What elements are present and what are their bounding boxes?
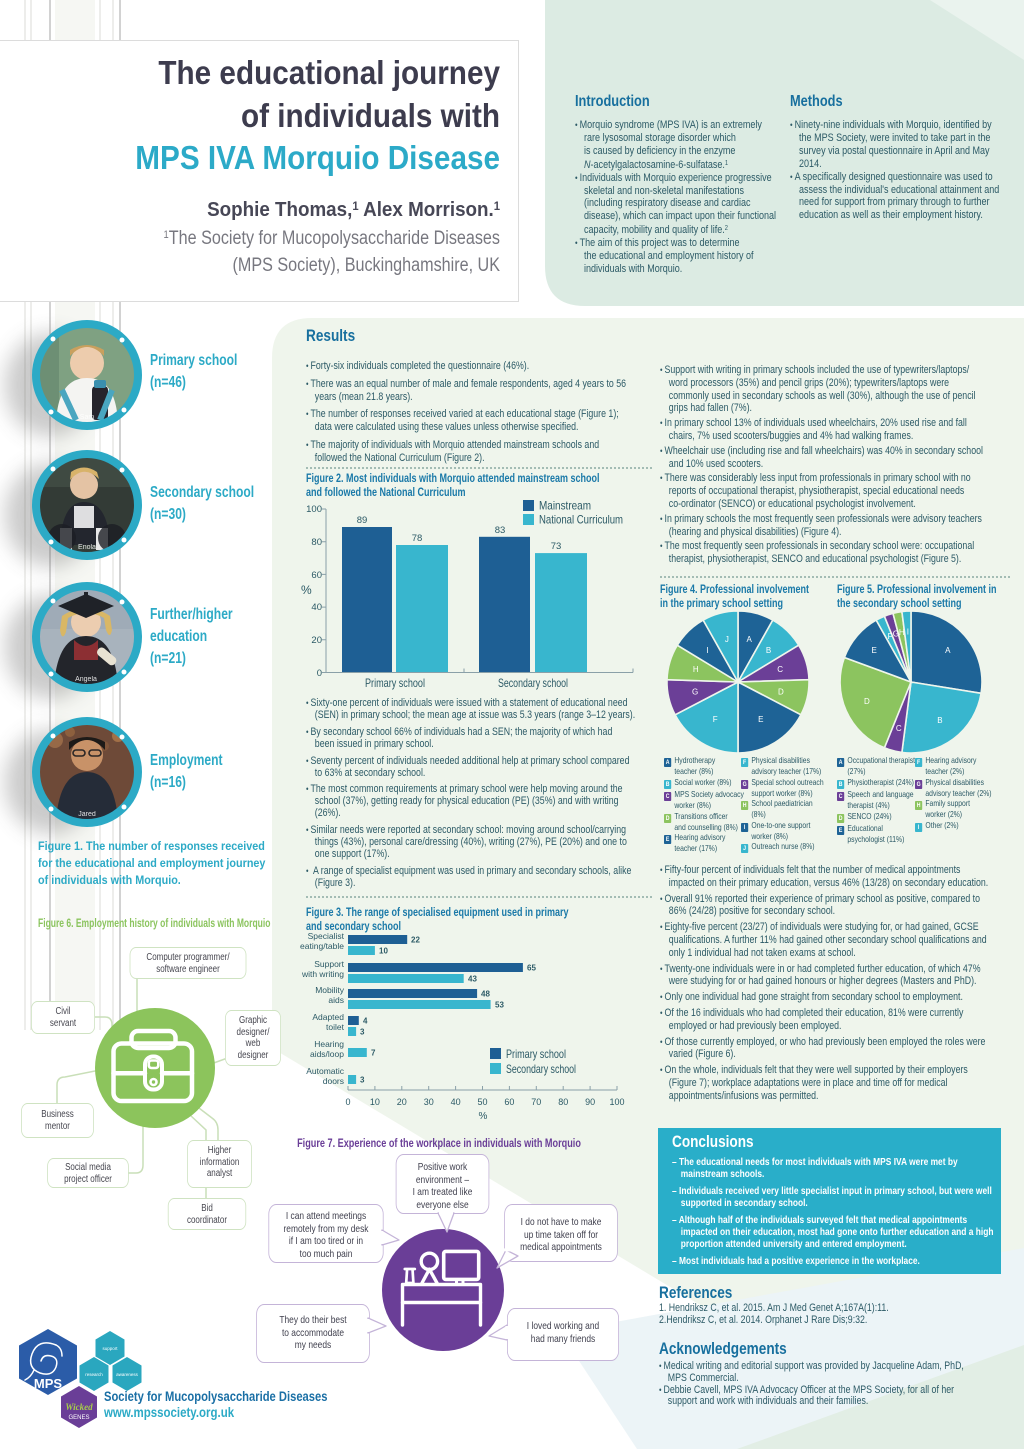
svg-text:J: J xyxy=(725,635,729,644)
svg-text:80: 80 xyxy=(558,1097,568,1107)
svg-text:83: 83 xyxy=(495,525,506,536)
svg-text:20: 20 xyxy=(311,635,322,646)
svg-text:Mainstream: Mainstream xyxy=(539,499,591,513)
svg-text:C: C xyxy=(896,724,902,733)
svg-text:Hearing: Hearing xyxy=(314,1039,344,1049)
svg-text:H: H xyxy=(899,628,905,637)
svg-text:Support: Support xyxy=(314,959,344,969)
svg-text:Primary school: Primary school xyxy=(506,1047,566,1061)
svg-text:F: F xyxy=(888,632,893,641)
svg-text:73: 73 xyxy=(551,541,562,552)
svg-text:40: 40 xyxy=(311,602,322,613)
svg-text:70: 70 xyxy=(531,1097,541,1107)
svg-text:78: 78 xyxy=(412,533,423,544)
svg-text:I: I xyxy=(907,627,909,636)
svg-text:10: 10 xyxy=(379,947,388,956)
svg-text:D: D xyxy=(864,697,870,706)
svg-text:H: H xyxy=(693,665,699,674)
svg-text:G: G xyxy=(893,630,899,639)
svg-text:100: 100 xyxy=(609,1097,624,1107)
svg-text:A: A xyxy=(945,646,951,655)
svg-text:GENES: GENES xyxy=(68,1415,89,1421)
svg-text:48: 48 xyxy=(481,990,490,999)
svg-text:60: 60 xyxy=(311,570,322,581)
svg-text:G: G xyxy=(692,687,698,696)
svg-text:C: C xyxy=(777,665,783,674)
svg-text:B: B xyxy=(766,646,771,655)
svg-text:30: 30 xyxy=(424,1097,434,1107)
svg-text:60: 60 xyxy=(504,1097,514,1107)
svg-text:0: 0 xyxy=(317,668,322,679)
svg-text:with writing: with writing xyxy=(301,969,344,979)
svg-text:4: 4 xyxy=(363,1017,368,1026)
svg-text:10: 10 xyxy=(370,1097,380,1107)
svg-text:E: E xyxy=(872,646,877,655)
svg-text:Primary school: Primary school xyxy=(365,676,425,690)
svg-text:53: 53 xyxy=(495,1001,504,1010)
svg-text:Automatic: Automatic xyxy=(306,1066,345,1076)
svg-text:100: 100 xyxy=(306,504,322,515)
svg-text:40: 40 xyxy=(451,1097,461,1107)
svg-text:Angela: Angela xyxy=(75,676,97,683)
svg-text:Jared: Jared xyxy=(78,811,96,818)
svg-text:43: 43 xyxy=(468,975,477,984)
svg-text:I: I xyxy=(706,646,708,655)
svg-text:3: 3 xyxy=(360,1028,365,1037)
svg-text:22: 22 xyxy=(411,936,420,945)
svg-text:7: 7 xyxy=(371,1049,376,1058)
svg-text:%: % xyxy=(479,1111,488,1122)
svg-text:A: A xyxy=(747,635,753,644)
svg-text:E: E xyxy=(758,715,763,724)
svg-text:20: 20 xyxy=(397,1097,407,1107)
svg-text:65: 65 xyxy=(527,964,536,973)
svg-text:Specialist: Specialist xyxy=(308,931,345,941)
svg-text:%: % xyxy=(301,583,312,597)
svg-text:Secondary school: Secondary school xyxy=(498,676,568,690)
svg-text:Mobility: Mobility xyxy=(315,985,345,995)
svg-text:Sam: Sam xyxy=(80,414,95,421)
svg-text:90: 90 xyxy=(585,1097,595,1107)
svg-text:3: 3 xyxy=(360,1076,365,1085)
svg-text:50: 50 xyxy=(477,1097,487,1107)
svg-text:research: research xyxy=(85,1372,103,1377)
svg-text:aids: aids xyxy=(328,995,344,1005)
svg-text:Secondary school: Secondary school xyxy=(506,1062,576,1076)
svg-text:toilet: toilet xyxy=(326,1022,345,1032)
svg-text:F: F xyxy=(713,715,718,724)
svg-text:awareness: awareness xyxy=(116,1372,139,1377)
svg-text:Enola: Enola xyxy=(78,544,96,551)
svg-text:MPS: MPS xyxy=(34,1376,63,1391)
svg-text:aids/loop: aids/loop xyxy=(310,1049,344,1059)
svg-text:0: 0 xyxy=(345,1097,350,1107)
svg-text:B: B xyxy=(937,716,942,725)
svg-text:National Curriculum: National Curriculum xyxy=(539,513,623,527)
svg-text:support: support xyxy=(102,1346,118,1351)
svg-text:seating/table: seating/table xyxy=(300,941,344,951)
svg-text:Adapted: Adapted xyxy=(312,1012,344,1022)
svg-text:D: D xyxy=(778,687,784,696)
svg-text:doors: doors xyxy=(323,1076,344,1086)
svg-text:80: 80 xyxy=(311,537,322,548)
svg-text:89: 89 xyxy=(357,515,368,526)
svg-text:Wicked: Wicked xyxy=(65,1402,93,1412)
